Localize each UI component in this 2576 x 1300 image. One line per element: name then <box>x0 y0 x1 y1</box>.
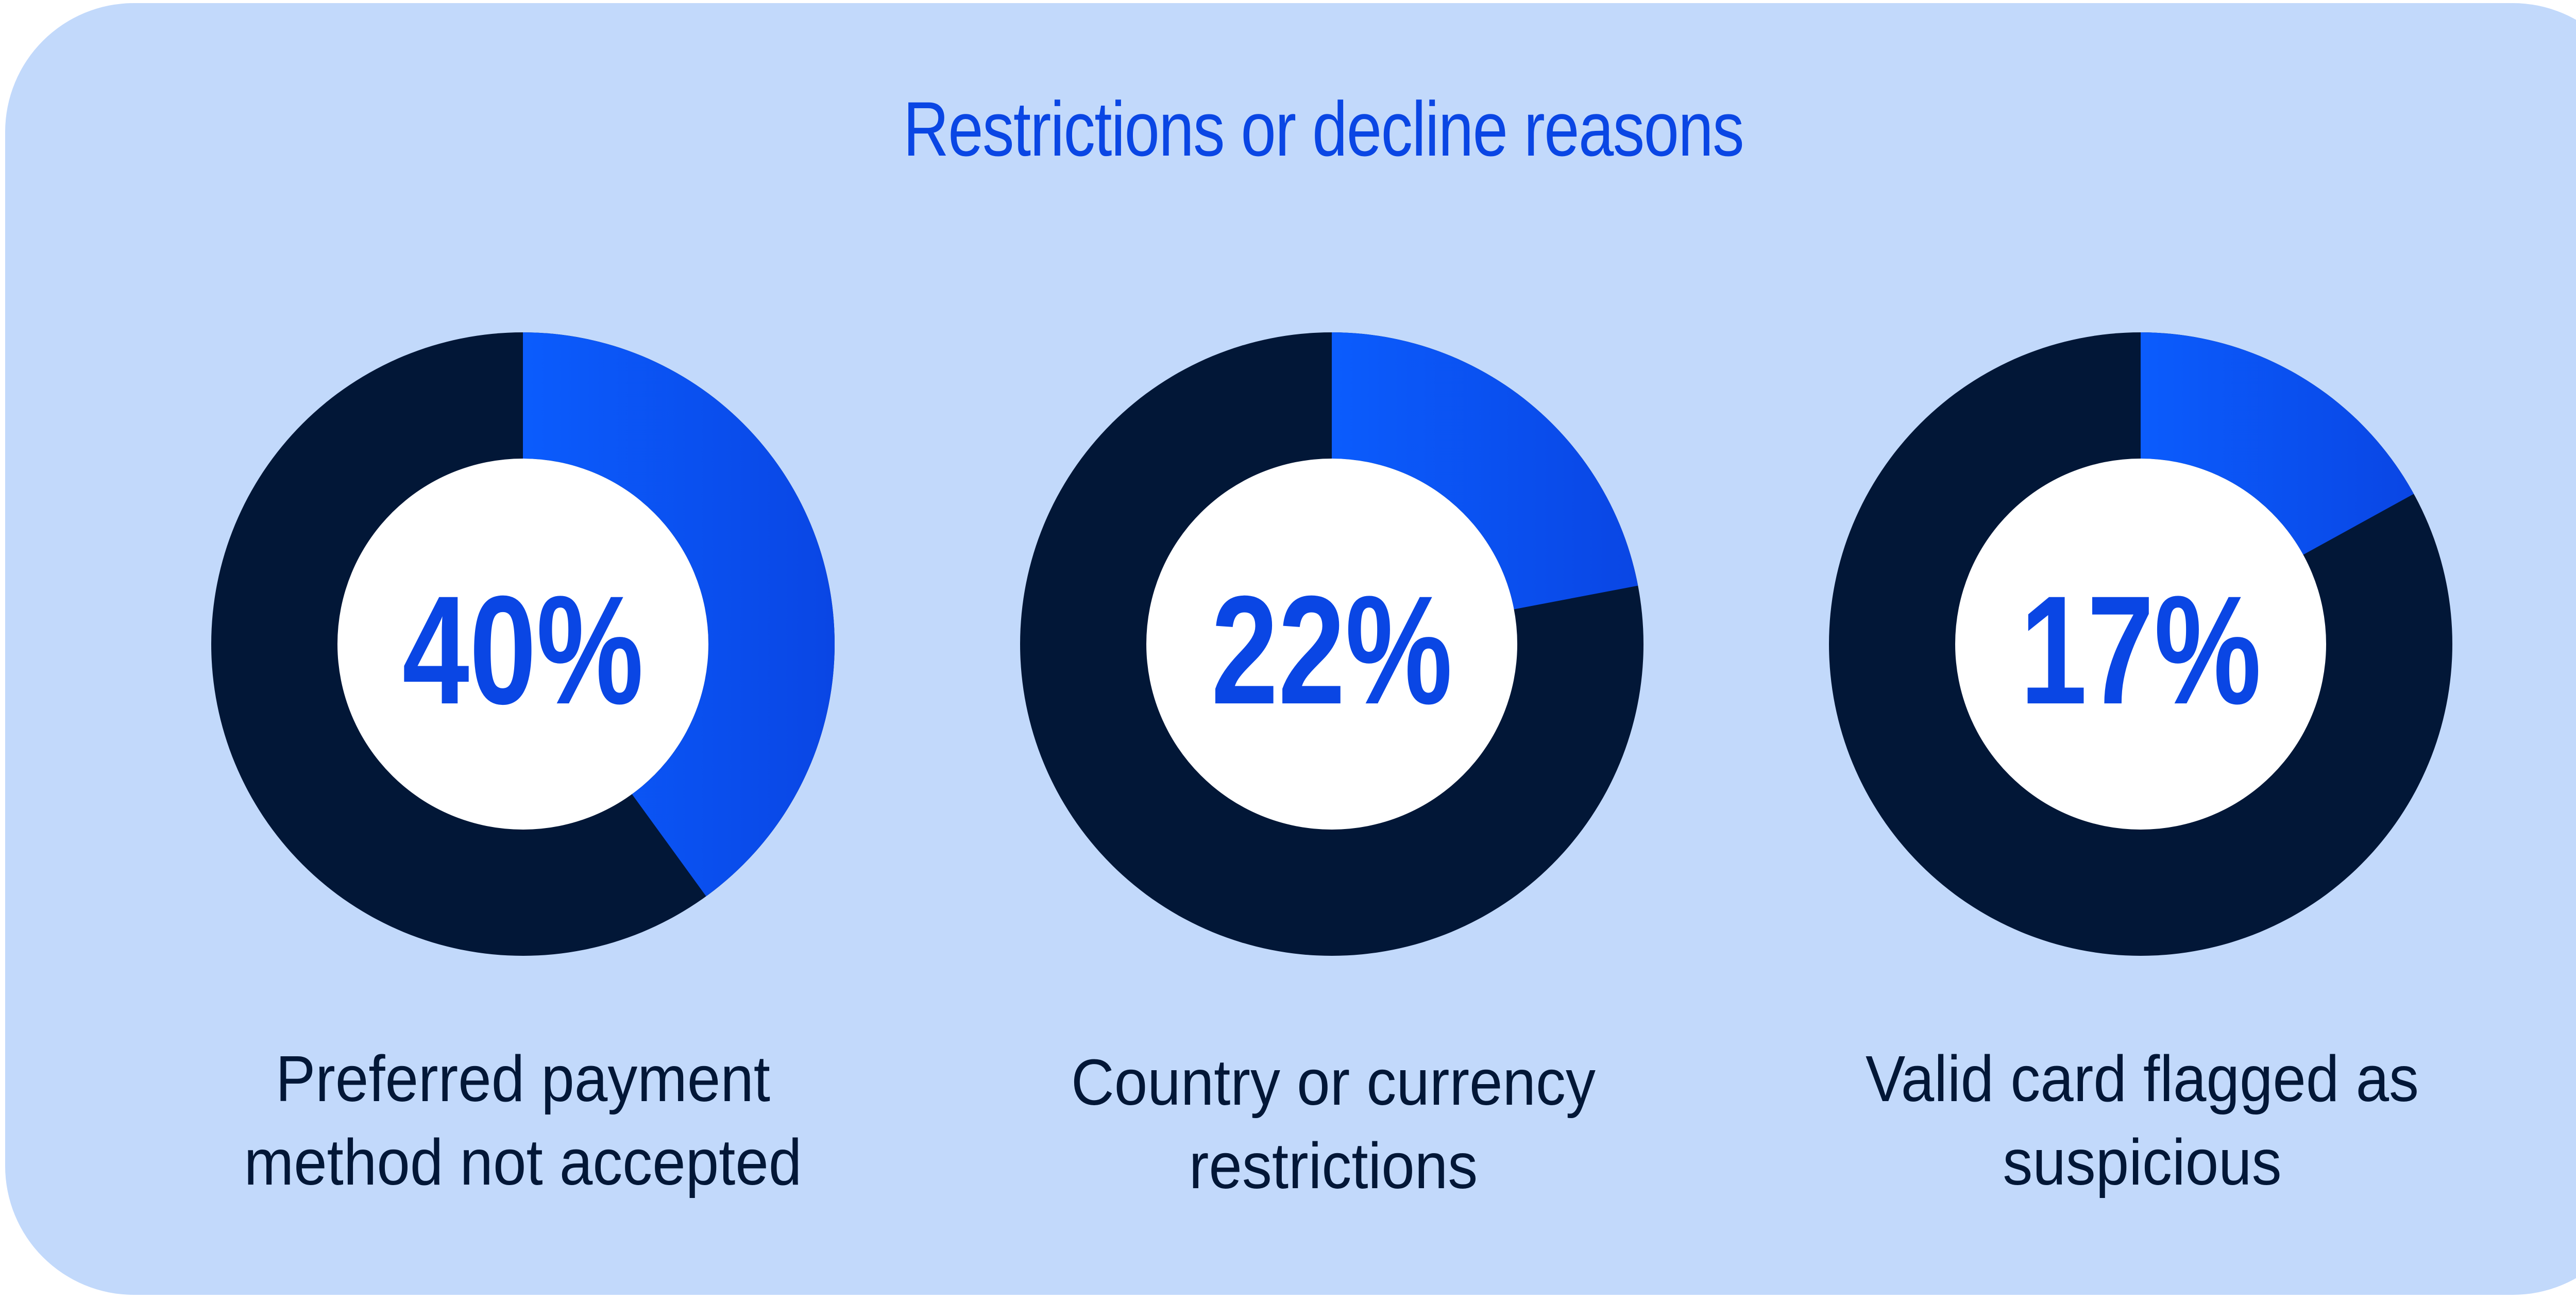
donut-label-2-line-2: restrictions <box>1189 1129 1478 1202</box>
donut-chart-2: 22% <box>1020 332 1643 956</box>
donut-1-percent-label: 40% <box>402 564 643 737</box>
donut-2-center <box>1146 459 1517 830</box>
donut-1-center <box>337 459 708 830</box>
donut-chart-1: 40% <box>211 332 835 956</box>
donut-label-3-line-1: Valid card flagged as <box>1865 1042 2419 1115</box>
donut-2-percent-label: 22% <box>1211 564 1452 737</box>
donut-3-percent-label: 17% <box>2020 564 2261 737</box>
donut-2-value-slice <box>1332 332 1638 610</box>
donut-chart-3: 17% <box>1829 332 2452 956</box>
donut-label-2: Country or currency restrictions <box>1025 1041 1641 1208</box>
donut-label-2-line-1: Country or currency <box>1071 1046 1596 1119</box>
donut-label-1-line-1: Preferred payment <box>275 1042 771 1115</box>
donut-3-center <box>1955 459 2326 830</box>
donut-label-3-line-2: suspicious <box>2003 1126 2282 1198</box>
donut-3-value-slice <box>2141 332 2414 555</box>
donut-label-1-line-2: method not accepted <box>244 1126 802 1198</box>
donut-label-3: Valid card flagged as suspicious <box>1834 1037 2450 1204</box>
donut-1-value-slice <box>523 332 835 897</box>
donut-label-1: Preferred payment method not accepted <box>215 1037 831 1204</box>
chart-title: Restrictions or decline reasons <box>903 86 1744 172</box>
